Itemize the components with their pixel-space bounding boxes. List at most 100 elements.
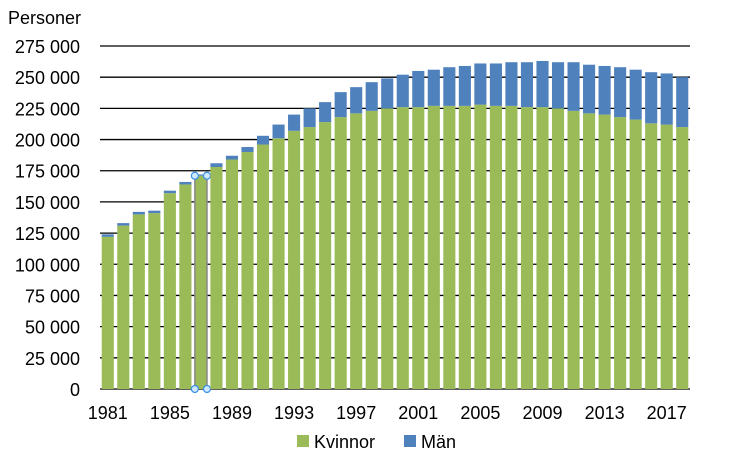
selection-handle[interactable] [190,384,199,394]
bar-kvinnor-2008[interactable] [520,107,534,389]
y-tick-label: 250 000 [15,68,80,88]
x-tick-label: 2005 [460,403,500,423]
bar-män-2007[interactable] [505,62,518,106]
bar-män-2008[interactable] [520,62,534,108]
y-tick-label: 275 000 [15,37,80,57]
bar-män-2001[interactable] [412,70,425,108]
bar-kvinnor-2003[interactable] [443,105,456,390]
bar-kvinnor-2012[interactable] [583,113,596,390]
bar-män-2018[interactable] [676,77,689,128]
x-tick-label: 2001 [398,403,438,423]
bar-kvinnor-1985[interactable] [163,193,176,389]
bar-kvinnor-1990[interactable] [241,152,254,389]
bar-män-1984[interactable] [148,210,161,214]
bar-män-2006[interactable] [489,63,502,106]
bar-kvinnor-1982[interactable] [117,225,130,389]
bar-män-1991[interactable] [256,135,270,145]
y-tick-label: 25 000 [25,349,80,369]
y-tick-label: 50 000 [25,318,80,338]
selection-handle[interactable] [202,384,212,394]
bar-kvinnor-1988[interactable] [210,166,223,389]
y-tick-label: 225 000 [15,99,80,119]
bar-män-2004[interactable] [458,65,471,106]
bar-kvinnor-2015[interactable] [629,119,642,390]
bar-kvinnor-2016[interactable] [645,123,658,390]
x-tick-label: 2013 [585,403,625,423]
bar-män-1982[interactable] [117,223,130,226]
bar-kvinnor-2000[interactable] [396,107,409,389]
bar-kvinnor-1993[interactable] [288,130,301,389]
bar-kvinnor-2005[interactable] [474,104,487,389]
bar-män-2009[interactable] [536,60,549,108]
bar-kvinnor-1999[interactable] [381,108,394,389]
bar-kvinnor-1995[interactable] [319,122,332,390]
bar-män-1986[interactable] [179,181,192,185]
bar-kvinnor-2001[interactable] [412,107,425,389]
bar-män-1990[interactable] [241,147,254,153]
bar-män-1987[interactable] [194,174,207,176]
bar-kvinnor-2009[interactable] [536,107,549,389]
bar-män-1993[interactable] [288,114,301,131]
bar-kvinnor-2018[interactable] [676,127,689,389]
bar-män-1981[interactable] [101,234,114,237]
bar-män-1992[interactable] [272,124,285,139]
bar-män-1983[interactable] [132,211,145,215]
bar-män-1995[interactable] [319,102,332,123]
bar-kvinnor-2004[interactable] [458,105,471,390]
bar-män-1989[interactable] [225,155,239,160]
bar-kvinnor-2017[interactable] [660,124,673,389]
legend-label: Män [421,432,456,452]
y-tick-label: 125 000 [15,224,80,244]
bar-män-2000[interactable] [396,74,409,108]
x-tick-label: 2017 [647,403,687,423]
bar-kvinnor-1998[interactable] [365,110,378,389]
bar-kvinnor-1984[interactable] [148,213,161,389]
legend-swatch [297,435,309,447]
bar-kvinnor-2011[interactable] [567,110,580,389]
bar-kvinnor-1989[interactable] [225,159,239,389]
bar-kvinnor-1983[interactable] [132,214,145,389]
x-tick-label: 2009 [522,403,562,423]
bar-kvinnor-1996[interactable] [334,117,347,389]
selection-handle[interactable] [202,171,212,180]
y-axis-label: Personer [8,8,81,28]
bar-män-1994[interactable] [303,108,316,128]
bar-män-1985[interactable] [163,190,176,194]
bar-män-2013[interactable] [598,65,611,115]
x-tick-label: 1989 [212,403,252,423]
bar-män-1997[interactable] [350,87,363,114]
legend-label: Kvinnor [314,432,375,452]
bar-kvinnor-2010[interactable] [551,108,565,389]
bar-kvinnor-1987[interactable] [194,175,207,389]
bar-män-2015[interactable] [629,69,642,120]
bar-kvinnor-2006[interactable] [489,105,502,390]
bar-kvinnor-1991[interactable] [256,144,270,389]
bar-män-2005[interactable] [474,63,487,105]
bar-män-2011[interactable] [567,62,580,111]
bar-män-2002[interactable] [427,69,440,106]
bar-män-2016[interactable] [645,72,658,124]
bar-kvinnor-1992[interactable] [272,138,285,389]
x-tick-label: 1993 [274,403,314,423]
bar-män-1999[interactable] [381,78,394,109]
x-tick-label: 1981 [88,403,128,423]
bar-kvinnor-1994[interactable] [303,127,316,389]
bar-män-2017[interactable] [660,73,673,125]
bar-kvinnor-2002[interactable] [427,105,440,390]
bar-män-2003[interactable] [443,67,456,106]
bar-kvinnor-2013[interactable] [598,114,611,389]
bar-kvinnor-2007[interactable] [505,105,518,390]
bar-kvinnor-1981[interactable] [101,236,114,389]
bar-män-2014[interactable] [614,67,627,118]
selection-handle[interactable] [190,171,199,180]
bar-kvinnor-1997[interactable] [350,113,363,390]
bar-män-1996[interactable] [334,92,347,118]
bar-kvinnor-1986[interactable] [179,184,192,389]
bar-män-2012[interactable] [583,64,596,114]
bar-män-2010[interactable] [551,62,565,109]
bar-män-1998[interactable] [365,82,378,111]
bar-män-1988[interactable] [210,163,223,167]
bar-kvinnor-2014[interactable] [614,117,627,389]
y-tick-label: 175 000 [15,162,80,182]
